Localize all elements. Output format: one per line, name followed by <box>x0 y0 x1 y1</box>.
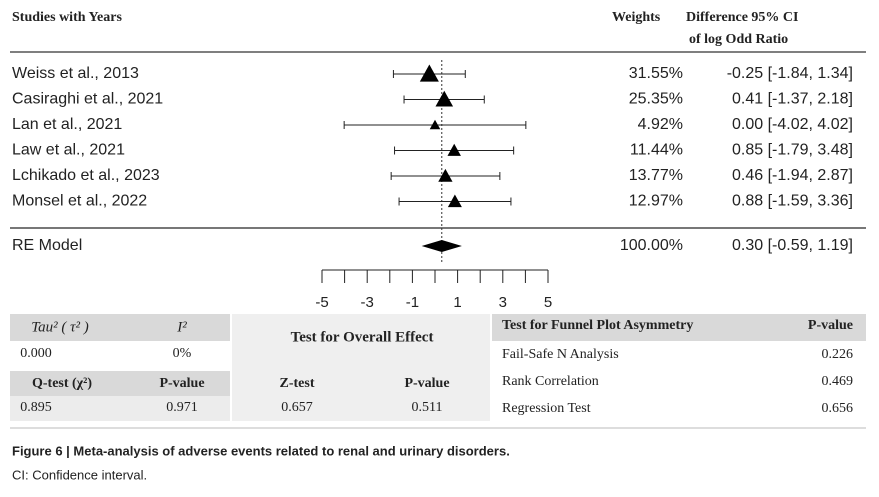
ci-label: 0.88 [-1.59, 3.36] <box>732 193 853 210</box>
ci-label: 0.00 [-4.02, 4.02] <box>732 116 853 133</box>
weight-label: 4.92% <box>638 116 683 133</box>
table-cell: 0.971 <box>166 400 198 415</box>
weight-label: 100.00% <box>620 237 683 254</box>
estimate-marker <box>447 194 462 208</box>
ci-label: 0.41 [-1.37, 2.18] <box>732 91 853 108</box>
ci-label: 0.30 [-0.59, 1.19] <box>732 237 853 254</box>
table-header: P-value <box>404 376 449 391</box>
table-header: P-value <box>808 318 853 333</box>
weight-label: 12.97% <box>629 193 683 210</box>
weight-label: 11.44% <box>630 142 683 159</box>
table-header-bg <box>10 371 230 396</box>
estimate-marker <box>438 168 453 182</box>
table-header: Test for Funnel Plot Asymmetry <box>502 318 693 333</box>
table-cell: Regression Test <box>502 401 591 416</box>
table-cell: 0.469 <box>822 374 854 389</box>
study-name: Lan et al., 2021 <box>12 116 122 133</box>
weight-label: 25.35% <box>629 91 683 108</box>
x-tick-label: 5 <box>544 294 552 311</box>
table-header: P-value <box>159 376 204 391</box>
header: Weights <box>612 10 661 25</box>
header: of log Odd Ratio <box>689 32 788 47</box>
x-tick-label: -3 <box>361 294 374 311</box>
table-cell: Rank Correlation <box>502 374 599 389</box>
table-header: Tau² ( τ² ) <box>31 319 89 335</box>
table-cell: 0.000 <box>20 346 52 361</box>
estimate-marker <box>429 119 441 130</box>
caption-title: Figure 6 | Meta-analysis of adverse even… <box>12 443 510 458</box>
x-tick-label: -5 <box>315 294 328 311</box>
table-cell: 0.656 <box>822 401 854 416</box>
estimate-marker <box>435 90 454 107</box>
ci-label: -0.25 [-1.84, 1.34] <box>727 65 853 82</box>
table-header-bg <box>10 314 230 341</box>
caption-note: CI: Confidence interval. <box>12 467 147 482</box>
summary-diamond <box>421 240 462 252</box>
table-cell: 0.226 <box>822 347 854 362</box>
table-title: Test for Overall Effect <box>291 329 434 345</box>
table-header-bg <box>492 314 866 341</box>
table-bg <box>232 314 490 421</box>
table-header: I² <box>176 319 187 335</box>
table-header: Q-test (χ²) <box>32 376 92 391</box>
header: Difference 95% CI <box>686 10 799 25</box>
study-name: Casiraghi et al., 2021 <box>12 91 163 108</box>
table-row-bg <box>10 396 230 421</box>
study-name: Weiss et al., 2013 <box>12 65 139 82</box>
weight-label: 13.77% <box>629 167 683 184</box>
ci-label: 0.46 [-1.94, 2.87] <box>732 167 853 184</box>
table-cell: 0.895 <box>20 400 52 415</box>
table-cell: 0.657 <box>281 400 313 415</box>
study-name: Lchikado et al., 2023 <box>12 167 160 184</box>
x-tick-label: -1 <box>406 294 419 311</box>
table-cell: Fail-Safe N Analysis <box>502 347 619 362</box>
ci-label: 0.85 [-1.79, 3.48] <box>732 142 853 159</box>
table-header: Z-test <box>280 376 315 391</box>
table-cell: 0.511 <box>412 400 443 415</box>
weight-label: 31.55% <box>629 65 683 82</box>
summary-name: RE Model <box>12 237 82 254</box>
study-name: Law et al., 2021 <box>12 142 125 159</box>
estimate-marker <box>447 143 461 156</box>
x-tick-label: 3 <box>499 294 507 311</box>
table-cell: 0% <box>173 346 192 361</box>
estimate-marker <box>419 64 439 82</box>
study-name: Monsel et al., 2022 <box>12 193 147 210</box>
header: Studies with Years <box>12 10 122 25</box>
x-tick-label: 1 <box>453 294 461 311</box>
